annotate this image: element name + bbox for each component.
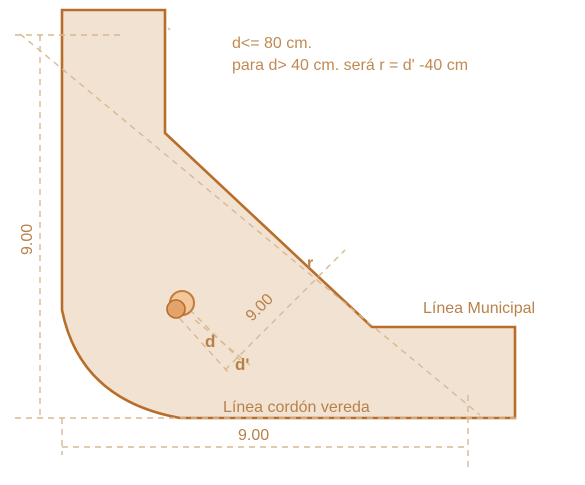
note-line-2: para d> 40 cm. será r = d' -40 cm [232, 57, 468, 74]
r-label: r [307, 255, 313, 272]
linea-cordon-label: Línea cordón vereda [223, 399, 370, 416]
dim-bottom-label: 9.00 [238, 427, 269, 444]
d-label: d [205, 332, 215, 351]
linea-municipal-label: Línea Municipal [423, 300, 535, 317]
tree-marker [166, 290, 195, 319]
lot-outline [60, 8, 517, 420]
dim-left-label: 9.00 [19, 224, 36, 255]
note-line-1: d<= 80 cm. [232, 35, 312, 52]
d-prime-label: d' [235, 355, 249, 374]
construction-lines [15, 27, 520, 470]
